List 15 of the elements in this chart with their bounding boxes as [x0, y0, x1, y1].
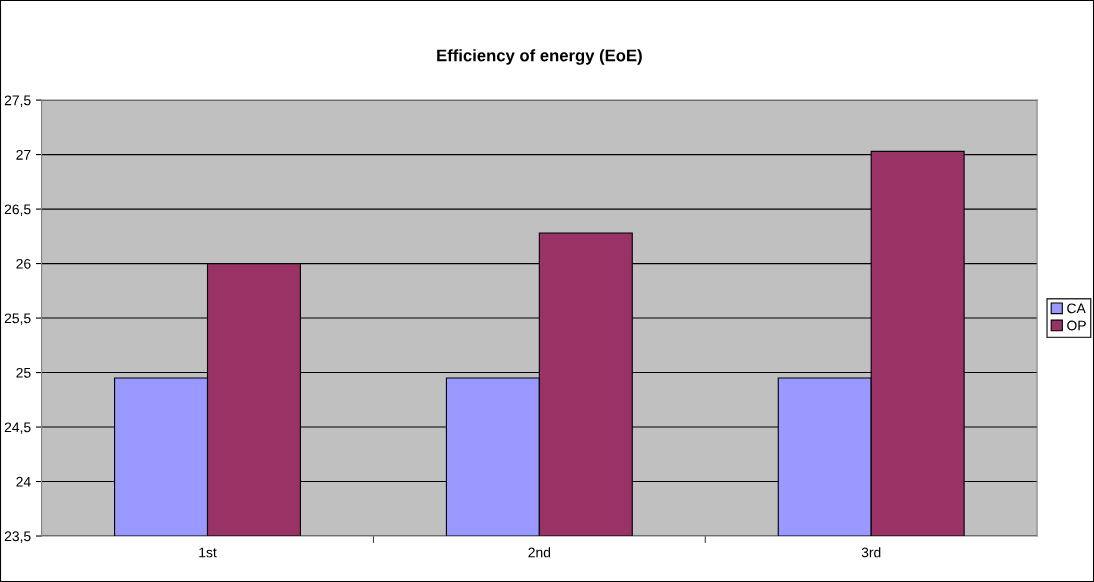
- y-tick-label: 24: [16, 476, 31, 487]
- x-tick-label: 2nd: [528, 547, 551, 558]
- x-tick-label: 3rd: [861, 547, 881, 558]
- y-tick-label: 27: [16, 149, 31, 160]
- y-tick-label: 26,5: [4, 204, 31, 216]
- y-tick-label: 25: [16, 367, 31, 378]
- y-tick-label: 23,5: [4, 531, 31, 543]
- chart-title: Efficiency of energy (EoE): [437, 49, 642, 65]
- y-tick-label: 27,5: [4, 95, 31, 107]
- legend-label: CA: [1067, 303, 1086, 314]
- y-tick-label: 25,5: [4, 313, 31, 325]
- x-tick-label: 1st: [199, 547, 217, 558]
- y-tick-label: 24,5: [4, 422, 31, 434]
- legend-label: OP: [1067, 320, 1086, 331]
- y-tick-label: 26: [16, 258, 31, 269]
